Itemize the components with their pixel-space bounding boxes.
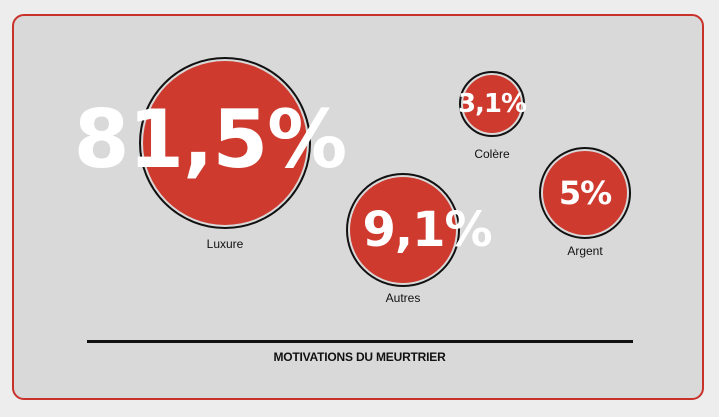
bubble-value-1: 3,1% — [457, 89, 527, 119]
bubble-1 — [463, 75, 521, 133]
chart-title: MOTIVATIONS DU MEURTRIER — [273, 350, 446, 364]
bubble-ring-1 — [459, 71, 525, 137]
bubble-0 — [143, 61, 307, 225]
title-divider — [87, 340, 633, 343]
bubble-3 — [543, 151, 627, 235]
bubble-label-1: Colère — [474, 147, 510, 161]
bubble-label-3: Argent — [567, 244, 603, 258]
bubble-label-0: Luxure — [206, 237, 244, 251]
bubble-value-2: 9,1% — [362, 202, 492, 258]
bubble-value-3: 5% — [558, 174, 612, 212]
bubble-2 — [350, 177, 456, 283]
bubble-ring-0 — [139, 57, 311, 229]
bubble-ring-2 — [346, 173, 460, 287]
bubble-value-0: 81,5% — [73, 93, 348, 186]
bubble-ring-3 — [539, 147, 631, 239]
bubble-label-2: Autres — [385, 291, 421, 305]
